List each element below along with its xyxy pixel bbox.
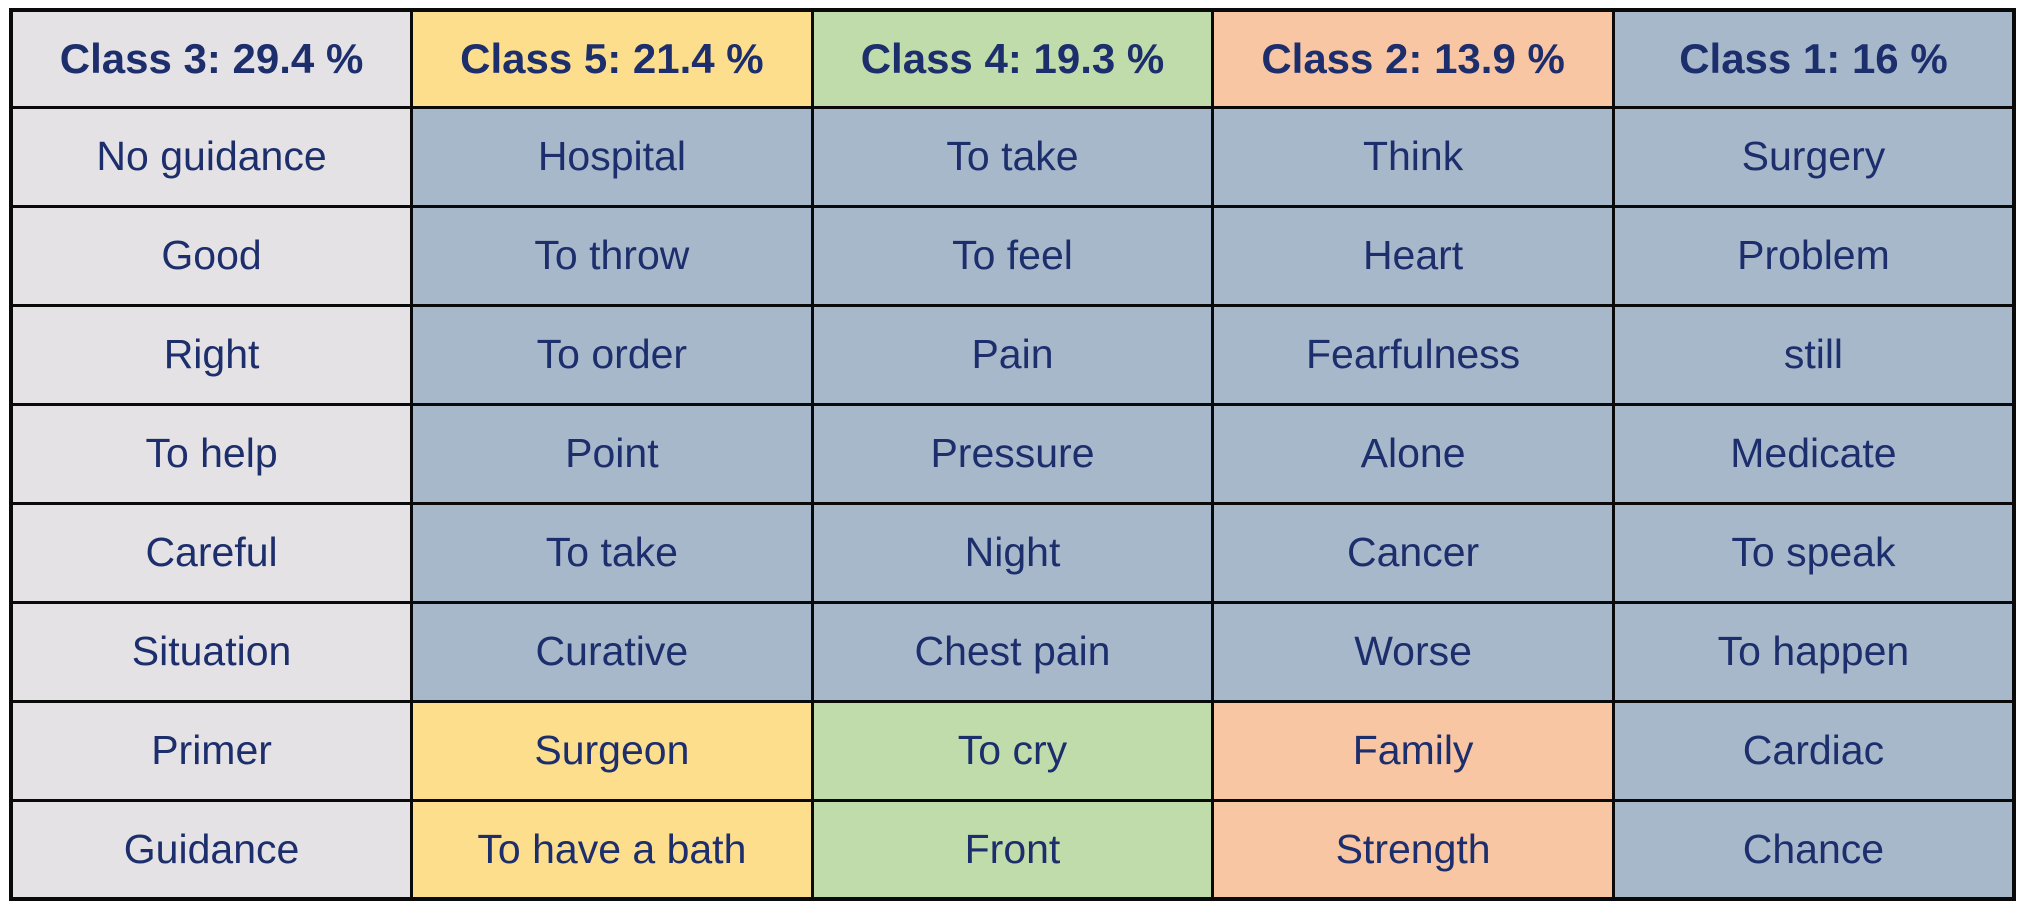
table-cell: Strength xyxy=(1211,798,1615,901)
table-cell: Surgery xyxy=(1611,105,2016,208)
table-cell: No guidance xyxy=(9,105,414,208)
table-cell: Situation xyxy=(9,600,414,703)
table-cell: Fearfulness xyxy=(1211,303,1615,406)
table-cell: Medicate xyxy=(1611,402,2016,505)
word-class-table: Class 3: 29.4 % Class 5: 21.4 % Class 4:… xyxy=(9,8,2016,901)
table-cell: To take xyxy=(410,501,814,604)
table-cell: Good xyxy=(9,204,414,307)
table-cell: To help xyxy=(9,402,414,505)
table-cell: Problem xyxy=(1611,204,2016,307)
table-cell: Careful xyxy=(9,501,414,604)
column-header-class-2: Class 2: 13.9 % xyxy=(1211,8,1615,109)
table-cell: Primer xyxy=(9,699,414,802)
table-row: Situation Curative Chest pain Worse To h… xyxy=(9,600,2016,703)
table-cell: Pain xyxy=(810,303,1215,406)
table-cell: Night xyxy=(810,501,1215,604)
table-cell: To take xyxy=(810,105,1215,208)
table-row: Good To throw To feel Heart Problem xyxy=(9,204,2016,307)
table-cell: To throw xyxy=(410,204,814,307)
column-header-class-5: Class 5: 21.4 % xyxy=(410,8,814,109)
table-cell: Heart xyxy=(1211,204,1615,307)
table-row: To help Point Pressure Alone Medicate xyxy=(9,402,2016,505)
table-cell: Chance xyxy=(1611,798,2016,901)
table-cell: Front xyxy=(810,798,1215,901)
table-cell: Worse xyxy=(1211,600,1615,703)
table-cell: To happen xyxy=(1611,600,2016,703)
table-cell: Think xyxy=(1211,105,1615,208)
table-cell: To speak xyxy=(1611,501,2016,604)
table-cell: still xyxy=(1611,303,2016,406)
table-cell: Cardiac xyxy=(1611,699,2016,802)
table-cell: Hospital xyxy=(410,105,814,208)
table-row: Primer Surgeon To cry Family Cardiac xyxy=(9,699,2016,802)
table-cell: Alone xyxy=(1211,402,1615,505)
table-row: Right To order Pain Fearfulness still xyxy=(9,303,2016,406)
table-cell: Curative xyxy=(410,600,814,703)
table-cell: To feel xyxy=(810,204,1215,307)
column-header-class-1: Class 1: 16 % xyxy=(1611,8,2016,109)
table-cell: To cry xyxy=(810,699,1215,802)
table-cell: Point xyxy=(410,402,814,505)
table-row: Careful To take Night Cancer To speak xyxy=(9,501,2016,604)
column-header-class-3: Class 3: 29.4 % xyxy=(9,8,414,109)
table-cell: Right xyxy=(9,303,414,406)
column-header-class-4: Class 4: 19.3 % xyxy=(810,8,1215,109)
table-cell: Surgeon xyxy=(410,699,814,802)
table-row: No guidance Hospital To take Think Surge… xyxy=(9,105,2016,208)
table-cell: Cancer xyxy=(1211,501,1615,604)
table-cell: To order xyxy=(410,303,814,406)
table-cell: Chest pain xyxy=(810,600,1215,703)
table-cell: Pressure xyxy=(810,402,1215,505)
table-cell: Family xyxy=(1211,699,1615,802)
table-row: Guidance To have a bath Front Strength C… xyxy=(9,798,2016,901)
table-cell: To have a bath xyxy=(410,798,814,901)
table-cell: Guidance xyxy=(9,798,414,901)
header-row: Class 3: 29.4 % Class 5: 21.4 % Class 4:… xyxy=(9,8,2016,109)
